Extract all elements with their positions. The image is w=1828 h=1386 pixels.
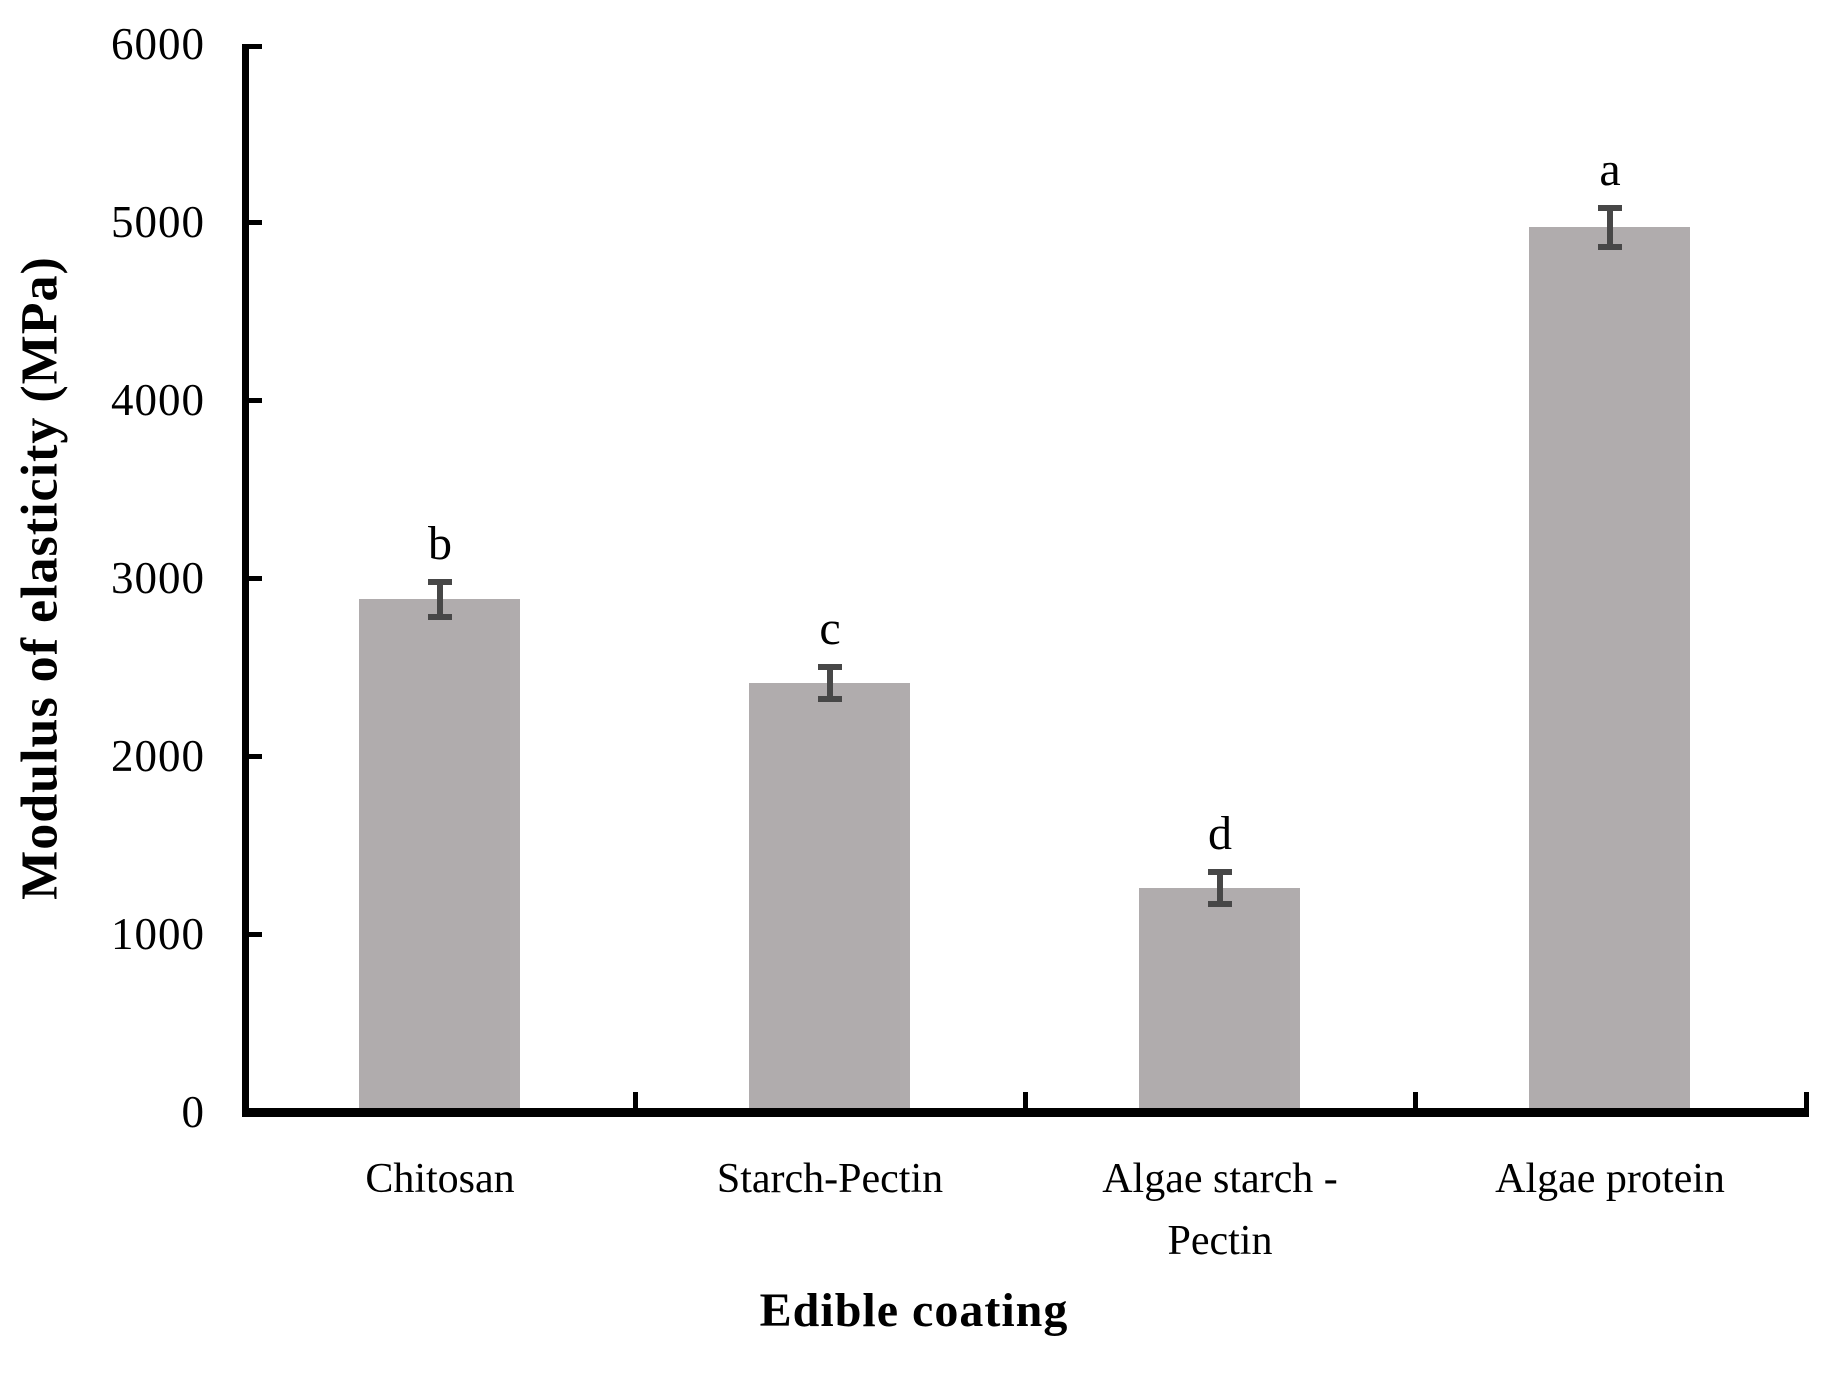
y-tick-label: 3000 xyxy=(111,553,205,603)
error-bar-cap-top xyxy=(1208,869,1232,875)
significance-letter: c xyxy=(819,602,841,655)
y-tick-label: 1000 xyxy=(111,909,205,959)
error-bar-cap-bottom xyxy=(428,614,452,620)
error-bar xyxy=(1217,872,1223,904)
y-tick-label: 5000 xyxy=(111,197,205,247)
significance-letter: d xyxy=(1208,807,1232,860)
y-axis-line xyxy=(242,44,249,1117)
x-tick xyxy=(1023,1092,1028,1108)
error-bar-cap-bottom xyxy=(1208,901,1232,907)
error-bar xyxy=(827,667,833,699)
bar xyxy=(359,599,520,1112)
x-category-label-line: Algae starch - xyxy=(1102,1156,1338,1202)
bar xyxy=(1139,888,1300,1112)
x-axis-line xyxy=(242,1108,1809,1117)
y-tick xyxy=(249,754,262,759)
x-category-label-line: Pectin xyxy=(1167,1218,1273,1264)
y-tick-label: 2000 xyxy=(111,731,205,781)
y-tick-label: 0 xyxy=(181,1087,205,1137)
error-bar xyxy=(1607,208,1613,247)
y-tick xyxy=(249,44,262,49)
x-tick xyxy=(1413,1092,1418,1108)
significance-letter: b xyxy=(428,517,452,570)
y-axis-title: Modulus of elasticity (MPa) xyxy=(11,256,69,900)
error-bar-cap-top xyxy=(1598,205,1622,211)
x-category-label: Chitosan xyxy=(230,1148,650,1210)
x-category-label-line: Algae protein xyxy=(1495,1156,1725,1202)
x-category-label: Starch-Pectin xyxy=(620,1148,1040,1210)
y-tick xyxy=(249,932,262,937)
x-category-label: Algae protein xyxy=(1400,1148,1820,1210)
error-bar-cap-top xyxy=(428,579,452,585)
x-tick xyxy=(633,1092,638,1108)
y-tick xyxy=(249,398,262,403)
y-tick-label: 6000 xyxy=(111,19,205,69)
x-axis-title: Edible coating xyxy=(759,1284,1069,1337)
y-tick xyxy=(249,220,262,225)
error-bar-cap-bottom xyxy=(818,696,842,702)
y-tick-label: 4000 xyxy=(111,375,205,425)
significance-letter: a xyxy=(1599,143,1621,196)
error-bar-cap-top xyxy=(818,664,842,670)
bar xyxy=(1529,227,1690,1112)
x-category-label-line: Chitosan xyxy=(365,1156,515,1202)
x-category-label: Algae starch - Pectin xyxy=(1010,1148,1430,1272)
bar xyxy=(749,683,910,1112)
error-bar-cap-bottom xyxy=(1598,244,1622,250)
y-tick xyxy=(249,576,262,581)
error-bar xyxy=(437,582,443,617)
x-tick xyxy=(1804,1092,1809,1108)
x-category-label-line: Starch-Pectin xyxy=(716,1156,944,1202)
